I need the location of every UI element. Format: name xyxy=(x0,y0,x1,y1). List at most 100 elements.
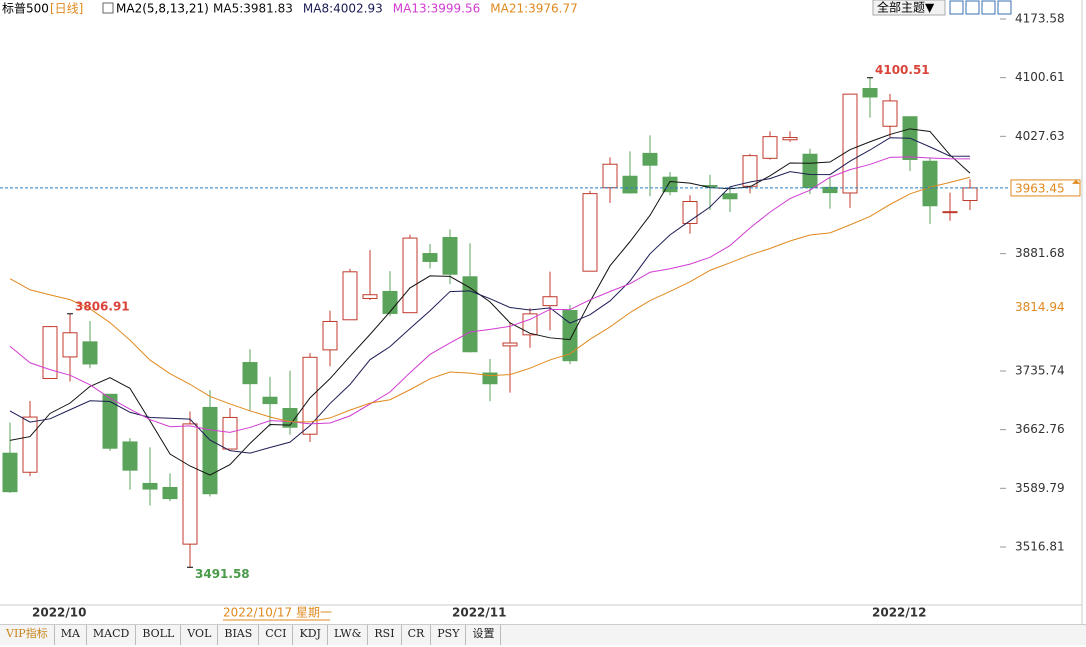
candle-body xyxy=(82,341,98,365)
candle-body xyxy=(642,152,658,166)
theme-button[interactable] xyxy=(872,0,946,16)
icon[interactable] xyxy=(981,0,996,15)
legend-entry: MA5:3981.83 xyxy=(213,2,293,16)
candle-body xyxy=(302,356,318,435)
background xyxy=(0,0,1086,624)
toolbar-icons xyxy=(949,0,1012,15)
icon[interactable] xyxy=(997,0,1012,15)
candle-body xyxy=(822,186,838,194)
crosshair-date: 2022/10/17 星期一 xyxy=(223,606,332,620)
candle-body xyxy=(962,187,978,202)
candle-body xyxy=(602,163,618,189)
tab[interactable]: 设置 xyxy=(466,625,502,645)
candle-body xyxy=(382,290,398,314)
candle-body xyxy=(322,320,338,351)
y-tick-label: 4100.61 xyxy=(1015,70,1065,84)
tab[interactable]: VIP指标 xyxy=(0,625,55,645)
ma-line xyxy=(9,156,971,433)
y-tick-label: 4027.63 xyxy=(1015,129,1065,143)
candle-body xyxy=(782,137,798,141)
y-tick-label: 4173.58 xyxy=(1015,11,1065,25)
candle-body xyxy=(422,253,438,262)
candle-body xyxy=(842,93,858,194)
tab[interactable]: KDJ xyxy=(293,625,328,645)
indicator-name: MA2(5,8,13,21) xyxy=(116,2,209,16)
candle-body xyxy=(802,153,818,189)
y-tick-label: 3516.81 xyxy=(1015,539,1065,553)
candle-body xyxy=(502,342,518,347)
x-tick-label: 2022/12 xyxy=(872,606,926,620)
chart: 标普500 [日线] MA2(5,8,13,21) 2022/10/17 星期一… xyxy=(0,0,1086,624)
candle-body xyxy=(142,482,158,490)
candle-body xyxy=(162,486,178,500)
low-label: 3491.58 xyxy=(195,567,250,581)
high-label: 4100.51 xyxy=(875,63,930,77)
candle-body xyxy=(262,396,278,405)
legend-entry: MA21:3976.77 xyxy=(490,2,578,16)
last-price-label: 3963.45 xyxy=(1015,181,1065,195)
tab[interactable]: CCI xyxy=(259,625,294,645)
candle-body xyxy=(202,406,218,495)
candle-body xyxy=(522,313,538,336)
candle-body xyxy=(282,408,298,428)
candle-body xyxy=(42,326,58,379)
y-tick-label: 3662.76 xyxy=(1015,422,1065,436)
y-tick-label: 3735.74 xyxy=(1015,363,1065,377)
chart-title: 标普500 xyxy=(2,2,49,16)
tab[interactable]: BOLL xyxy=(136,625,182,645)
candle-body xyxy=(342,271,358,321)
candle-body xyxy=(222,416,238,450)
ma-line xyxy=(9,128,971,476)
candle-body xyxy=(182,423,198,545)
legend-entry: MA13:3999.56 xyxy=(393,2,481,16)
tab[interactable]: BIAS xyxy=(218,625,260,645)
last-price-box xyxy=(1010,179,1081,197)
tab[interactable]: PSY xyxy=(431,625,467,645)
theme-button-label[interactable]: 全部主题▼ xyxy=(877,0,935,15)
y-tick-label: 3881.68 xyxy=(1015,246,1065,260)
candle-body xyxy=(362,294,378,299)
candle-body xyxy=(722,193,738,200)
icon[interactable] xyxy=(949,0,964,15)
ma-line xyxy=(9,137,971,454)
candle-body xyxy=(582,193,598,272)
tab[interactable]: MA xyxy=(55,625,87,645)
candle-body xyxy=(442,236,458,275)
candle-body xyxy=(2,452,18,493)
period: [日线] xyxy=(50,2,83,16)
tab[interactable]: RSI xyxy=(368,625,402,645)
tab[interactable]: LW& xyxy=(328,625,369,645)
x-tick-label: 2022/10 xyxy=(32,606,86,620)
high-label: 3806.91 xyxy=(75,299,130,313)
candle-body xyxy=(942,211,958,214)
tab[interactable]: VOL xyxy=(181,625,219,645)
indicator-checkbox[interactable] xyxy=(102,2,114,14)
tab[interactable]: CR xyxy=(402,625,432,645)
candle-body xyxy=(562,310,578,362)
candle-body xyxy=(122,441,138,471)
icon[interactable] xyxy=(965,0,980,15)
candle-body xyxy=(882,100,898,127)
candle-body xyxy=(622,175,638,194)
candle-body xyxy=(402,237,418,314)
indicator-tabs: VIP指标 MA MACD BOLL VOL BIAS CCI KDJ LW& RSI CR PSY 设… xyxy=(0,624,1086,645)
candle-body xyxy=(102,393,118,449)
candle-body xyxy=(682,201,698,224)
candle-body xyxy=(22,416,38,473)
tab[interactable]: MACD xyxy=(87,625,137,645)
candle-body xyxy=(862,87,878,98)
candle-body xyxy=(762,136,778,159)
y-tick-label: 3589.79 xyxy=(1015,481,1065,495)
candle-body xyxy=(462,276,478,353)
ma-line xyxy=(9,176,971,423)
legend-entry: MA8:4002.93 xyxy=(303,2,383,16)
level-label: 3814.94 xyxy=(1015,300,1065,314)
candle-body xyxy=(922,160,938,207)
candle-body xyxy=(542,296,558,307)
candle-body xyxy=(242,362,258,385)
x-tick-label: 2022/11 xyxy=(452,606,506,620)
last-price-arrow xyxy=(1072,179,1080,184)
candle-body xyxy=(62,332,78,358)
candle-body xyxy=(482,372,498,385)
